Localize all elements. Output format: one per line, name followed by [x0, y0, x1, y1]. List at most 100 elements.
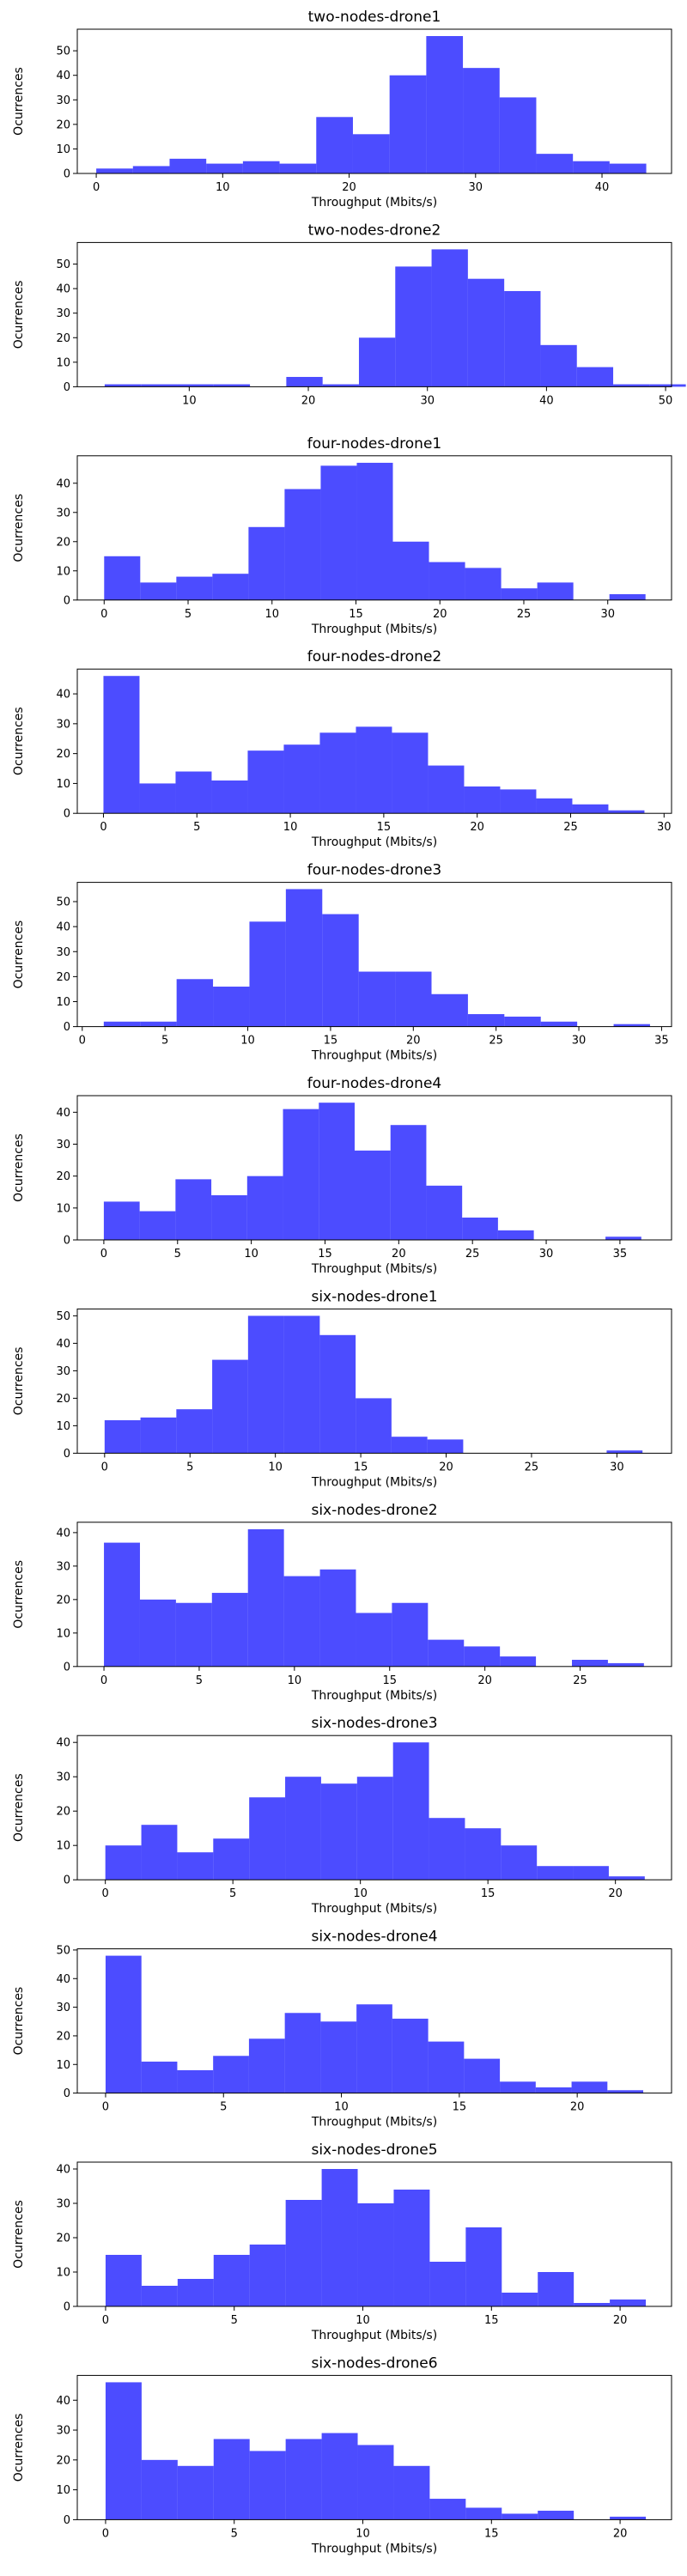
histogram-bar [213, 2056, 249, 2093]
x-tick-label: 20 [301, 394, 316, 407]
histogram-bar [141, 1825, 178, 1880]
chart-title: six-nodes-drone2 [311, 1502, 437, 1519]
histogram-bar [283, 1576, 320, 1667]
y-tick-label: 10 [56, 778, 70, 791]
x-tick-label: 20 [433, 608, 447, 621]
y-axis-label: Ocurrences [12, 281, 26, 349]
chart-title: six-nodes-drone6 [311, 2354, 437, 2372]
axes-frame [76, 1735, 672, 1880]
y-tick-label: 30 [56, 94, 70, 107]
histogram-bar [497, 1230, 534, 1240]
histogram-bar [465, 2227, 502, 2306]
histogram-bar [105, 2255, 142, 2306]
histogram-bar [246, 1176, 283, 1240]
x-tick-label: 0 [102, 2314, 109, 2327]
histogram-bar [428, 2041, 465, 2093]
x-tick-label: 20 [608, 1887, 623, 1900]
histogram-bar [502, 2513, 538, 2520]
histogram-bar [322, 914, 359, 1027]
histogram-bar [608, 810, 645, 814]
x-tick-label: 15 [354, 1461, 368, 1473]
x-axis-label: Throughput (Mbits/s) [311, 1689, 437, 1703]
chart-title: four-nodes-drone4 [307, 1075, 441, 1092]
histogram-bar [428, 765, 465, 814]
chart-title: two-nodes-drone1 [308, 9, 441, 26]
histogram-bar [356, 726, 392, 814]
y-tick-label: 40 [56, 689, 70, 702]
x-tick-label: 15 [324, 1035, 338, 1048]
histogram-bar [139, 783, 176, 814]
histogram-bar [248, 526, 285, 600]
x-tick-label: 15 [382, 1674, 397, 1687]
x-axis-label: Throughput (Mbits/s) [311, 1049, 437, 1063]
y-tick-label: 20 [56, 536, 70, 549]
histogram-bar [427, 1439, 464, 1454]
histogram-bar [132, 166, 170, 173]
y-tick-label: 20 [56, 971, 70, 984]
histogram-bar [389, 75, 427, 173]
x-tick-label: 10 [268, 1461, 283, 1473]
histogram-bar [393, 2190, 430, 2306]
y-tick-label: 50 [56, 1310, 70, 1323]
y-axis-label: Ocurrences [12, 1773, 26, 1842]
y-tick-label: 40 [56, 70, 70, 82]
subplot-six-nodes-drone4: 0 5 10 15 20 0 10 20 30 40 50 six-nodes-drone4 Throu… [12, 1929, 672, 2129]
histogram-bar [356, 2004, 392, 2093]
histogram-bar [319, 1103, 355, 1240]
x-tick-label: 20 [477, 1674, 492, 1687]
axes-frame [76, 28, 672, 174]
histogram-bar [465, 1828, 502, 1880]
histogram-bar [502, 2293, 538, 2306]
x-tick-label: 0 [100, 821, 106, 834]
x-tick-label: 10 [356, 2527, 370, 2540]
axes-frame [76, 241, 672, 387]
histogram-bar [540, 1021, 578, 1027]
histogram-bar [358, 971, 396, 1027]
chart-title: six-nodes-drone5 [311, 2142, 437, 2159]
x-tick-label: 15 [377, 821, 392, 834]
histogram-bar [392, 1602, 429, 1667]
histogram-bar [177, 384, 214, 387]
y-tick-label: 40 [56, 2164, 70, 2177]
y-tick-label: 0 [64, 594, 70, 607]
x-axis-label: Throughput (Mbits/s) [311, 623, 437, 636]
x-tick-label: 20 [570, 2101, 585, 2114]
histogram-bar [613, 384, 650, 387]
histogram-bar [573, 161, 610, 173]
y-tick-label: 40 [56, 1527, 70, 1540]
y-tick-label: 30 [56, 1771, 70, 1784]
y-tick-label: 50 [56, 1944, 70, 1957]
histogram-bar [464, 1646, 501, 1667]
histogram-bar [213, 1838, 250, 1880]
histogram-bar [500, 789, 537, 814]
histogram-bar [465, 2507, 502, 2520]
histogram-bar [537, 582, 574, 600]
histogram-bar [176, 576, 213, 600]
y-tick-label: 30 [56, 307, 70, 320]
histogram-bar [322, 384, 359, 387]
histogram-bar [103, 1021, 141, 1027]
histogram-bar [104, 1542, 140, 1667]
subplot-six-nodes-drone3: 0 5 10 15 20 0 10 20 30 40 six-nodes-drone3 Through… [12, 1715, 672, 1916]
histogram-bar [249, 2245, 286, 2306]
y-tick-label: 10 [56, 2484, 70, 2497]
x-tick-label: 30 [572, 1035, 587, 1048]
y-tick-label: 10 [56, 1420, 70, 1433]
histogram-bar [354, 1150, 391, 1240]
x-tick-label: 25 [465, 1248, 480, 1261]
histogram-bar [211, 780, 248, 814]
histogram-bar [504, 290, 541, 387]
subplot-six-nodes-drone6: 0 5 10 15 20 0 10 20 30 40 six-nodes-drone6 Through… [12, 2354, 672, 2555]
y-tick-label: 30 [56, 2425, 70, 2438]
y-tick-label: 10 [56, 996, 70, 1009]
histogram-bar [286, 376, 323, 387]
histogram-bar [391, 1437, 428, 1454]
histogram-bar [392, 1742, 429, 1880]
x-tick-label: 20 [470, 821, 484, 834]
x-tick-label: 10 [356, 2314, 370, 2327]
subplot-four-nodes-drone1: 0 5 10 15 20 25 30 0 10 20 30 40 four-nodes-drone1 Th… [12, 435, 672, 636]
histogram-bar [284, 2013, 321, 2093]
histogram-bar [96, 168, 133, 173]
y-tick-label: 10 [56, 143, 70, 156]
